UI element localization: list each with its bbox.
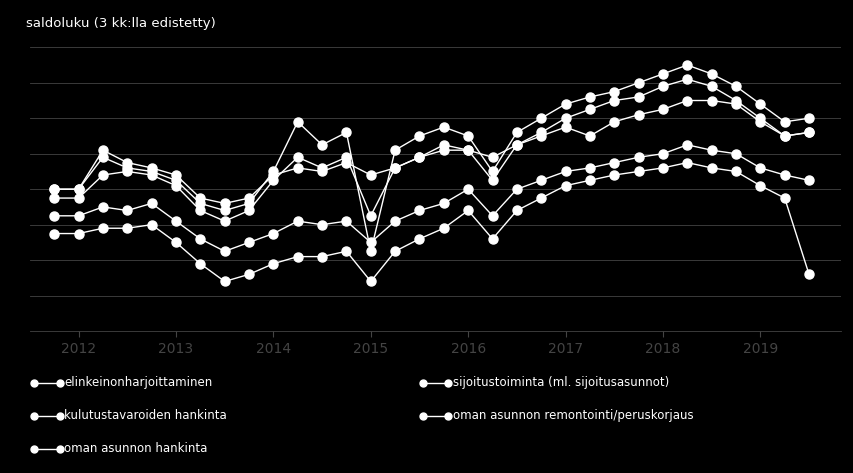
Text: oman asunnon remontointi/peruskorjaus: oman asunnon remontointi/peruskorjaus [452,409,693,422]
Text: sijoitustoiminta (ml. sijoitusasunnot): sijoitustoiminta (ml. sijoitusasunnot) [452,376,668,389]
Text: elinkeinonharjoittaminen: elinkeinonharjoittaminen [64,376,212,389]
Text: oman asunnon hankinta: oman asunnon hankinta [64,442,207,455]
Text: saldoluku (3 kk:lla edistetty): saldoluku (3 kk:lla edistetty) [26,18,215,30]
Text: kulutustavaroiden hankinta: kulutustavaroiden hankinta [64,409,227,422]
